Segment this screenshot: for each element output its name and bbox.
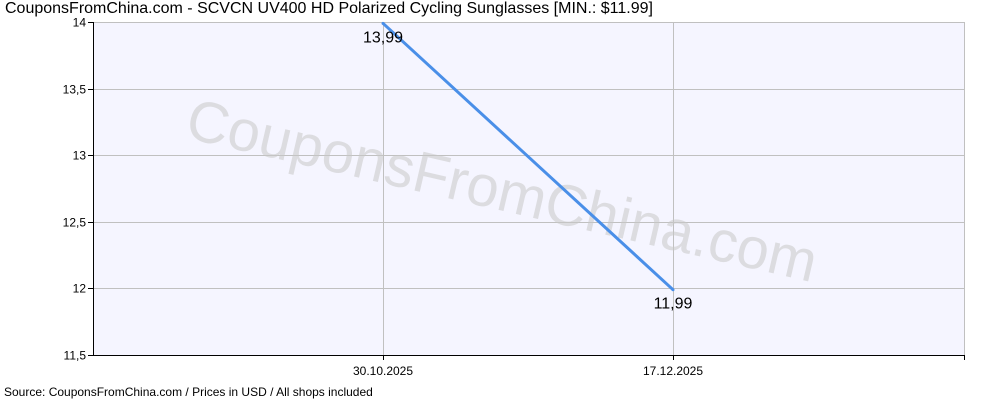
series-layer [381, 21, 675, 292]
data-point [671, 288, 675, 292]
labels-layer: 11,5 12 12,5 13 13,5 14 30.10.2025 17.12.2025 13… [63, 16, 704, 379]
axes [88, 22, 965, 360]
data-point [381, 21, 385, 25]
y-tick-label: 11,5 [64, 349, 87, 363]
x-tick-label: 17.12.2025 [643, 364, 703, 378]
source-footer: Source: CouponsFromChina.com / Prices in… [4, 385, 373, 399]
data-label: 13,99 [363, 29, 403, 46]
y-tick-label: 13 [73, 149, 87, 163]
y-tick-label: 12 [73, 282, 87, 296]
y-tick-label: 13,5 [63, 83, 87, 97]
chart-title: CouponsFromChina.com - SCVCN UV400 HD Po… [5, 0, 653, 17]
y-tick-label: 12,5 [63, 216, 87, 230]
plot-area [93, 22, 964, 355]
x-tick-label: 30.10.2025 [353, 364, 413, 378]
y-tick-label: 14 [73, 16, 87, 30]
price-line [381, 22, 675, 291]
data-label: 11,99 [654, 296, 693, 313]
